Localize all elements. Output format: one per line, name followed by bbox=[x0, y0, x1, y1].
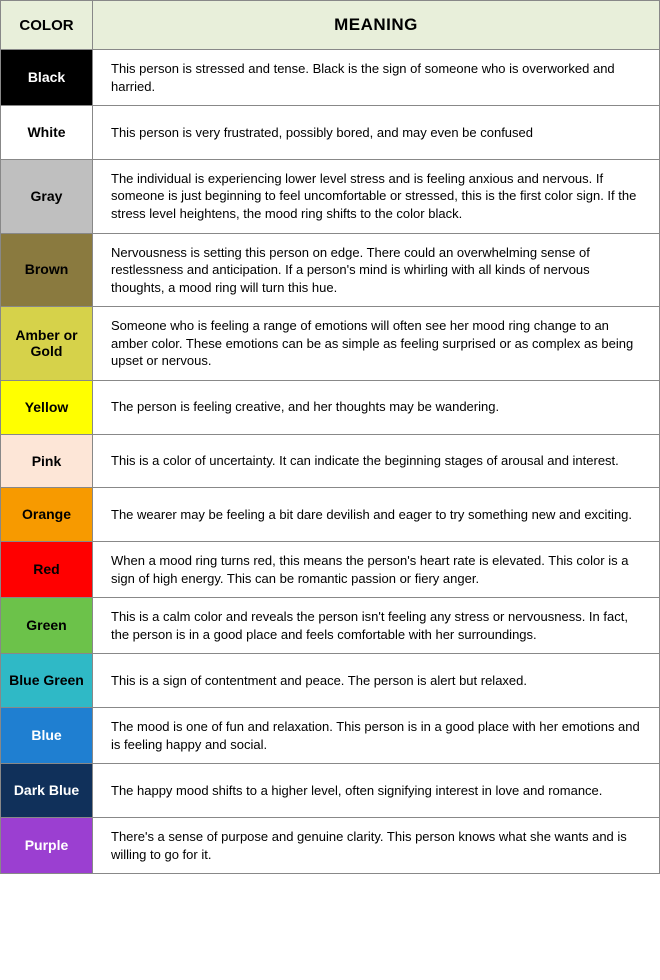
color-swatch: Amber or Gold bbox=[1, 307, 93, 381]
table-row: BlackThis person is stressed and tense. … bbox=[1, 50, 660, 106]
table-row: GrayThe individual is experiencing lower… bbox=[1, 159, 660, 233]
color-meaning: The person is feeling creative, and her … bbox=[93, 380, 660, 434]
table-row: BrownNervousness is setting this person … bbox=[1, 233, 660, 307]
color-meaning-table: COLOR MEANING BlackThis person is stress… bbox=[0, 0, 660, 874]
color-swatch: Brown bbox=[1, 233, 93, 307]
color-swatch: White bbox=[1, 106, 93, 160]
header-meaning: MEANING bbox=[93, 1, 660, 50]
table-row: Amber or GoldSomeone who is feeling a ra… bbox=[1, 307, 660, 381]
table-row: WhiteThis person is very frustrated, pos… bbox=[1, 106, 660, 160]
table-row: RedWhen a mood ring turns red, this mean… bbox=[1, 542, 660, 598]
table-header-row: COLOR MEANING bbox=[1, 1, 660, 50]
color-swatch: Green bbox=[1, 598, 93, 654]
color-swatch: Blue Green bbox=[1, 654, 93, 708]
color-meaning: The happy mood shifts to a higher level,… bbox=[93, 764, 660, 818]
color-meaning: The individual is experiencing lower lev… bbox=[93, 159, 660, 233]
table-row: Dark BlueThe happy mood shifts to a high… bbox=[1, 764, 660, 818]
color-meaning: When a mood ring turns red, this means t… bbox=[93, 542, 660, 598]
color-swatch: Blue bbox=[1, 708, 93, 764]
color-swatch: Pink bbox=[1, 434, 93, 488]
color-swatch: Yellow bbox=[1, 380, 93, 434]
color-meaning: The wearer may be feeling a bit dare dev… bbox=[93, 488, 660, 542]
color-swatch: Gray bbox=[1, 159, 93, 233]
table-body: BlackThis person is stressed and tense. … bbox=[1, 50, 660, 874]
color-swatch: Orange bbox=[1, 488, 93, 542]
table-row: YellowThe person is feeling creative, an… bbox=[1, 380, 660, 434]
color-swatch: Purple bbox=[1, 818, 93, 874]
color-meaning: This is a sign of contentment and peace.… bbox=[93, 654, 660, 708]
color-meaning: This is a calm color and reveals the per… bbox=[93, 598, 660, 654]
table-row: GreenThis is a calm color and reveals th… bbox=[1, 598, 660, 654]
table-row: BlueThe mood is one of fun and relaxatio… bbox=[1, 708, 660, 764]
color-swatch: Black bbox=[1, 50, 93, 106]
color-meaning: This is a color of uncertainty. It can i… bbox=[93, 434, 660, 488]
color-meaning: This person is very frustrated, possibly… bbox=[93, 106, 660, 160]
table-row: PinkThis is a color of uncertainty. It c… bbox=[1, 434, 660, 488]
color-meaning: Nervousness is setting this person on ed… bbox=[93, 233, 660, 307]
table-row: PurpleThere's a sense of purpose and gen… bbox=[1, 818, 660, 874]
table-row: Blue GreenThis is a sign of contentment … bbox=[1, 654, 660, 708]
color-meaning: This person is stressed and tense. Black… bbox=[93, 50, 660, 106]
color-swatch: Red bbox=[1, 542, 93, 598]
color-meaning: Someone who is feeling a range of emotio… bbox=[93, 307, 660, 381]
color-meaning: The mood is one of fun and relaxation. T… bbox=[93, 708, 660, 764]
header-color: COLOR bbox=[1, 1, 93, 50]
color-meaning: There's a sense of purpose and genuine c… bbox=[93, 818, 660, 874]
color-swatch: Dark Blue bbox=[1, 764, 93, 818]
table-row: OrangeThe wearer may be feeling a bit da… bbox=[1, 488, 660, 542]
